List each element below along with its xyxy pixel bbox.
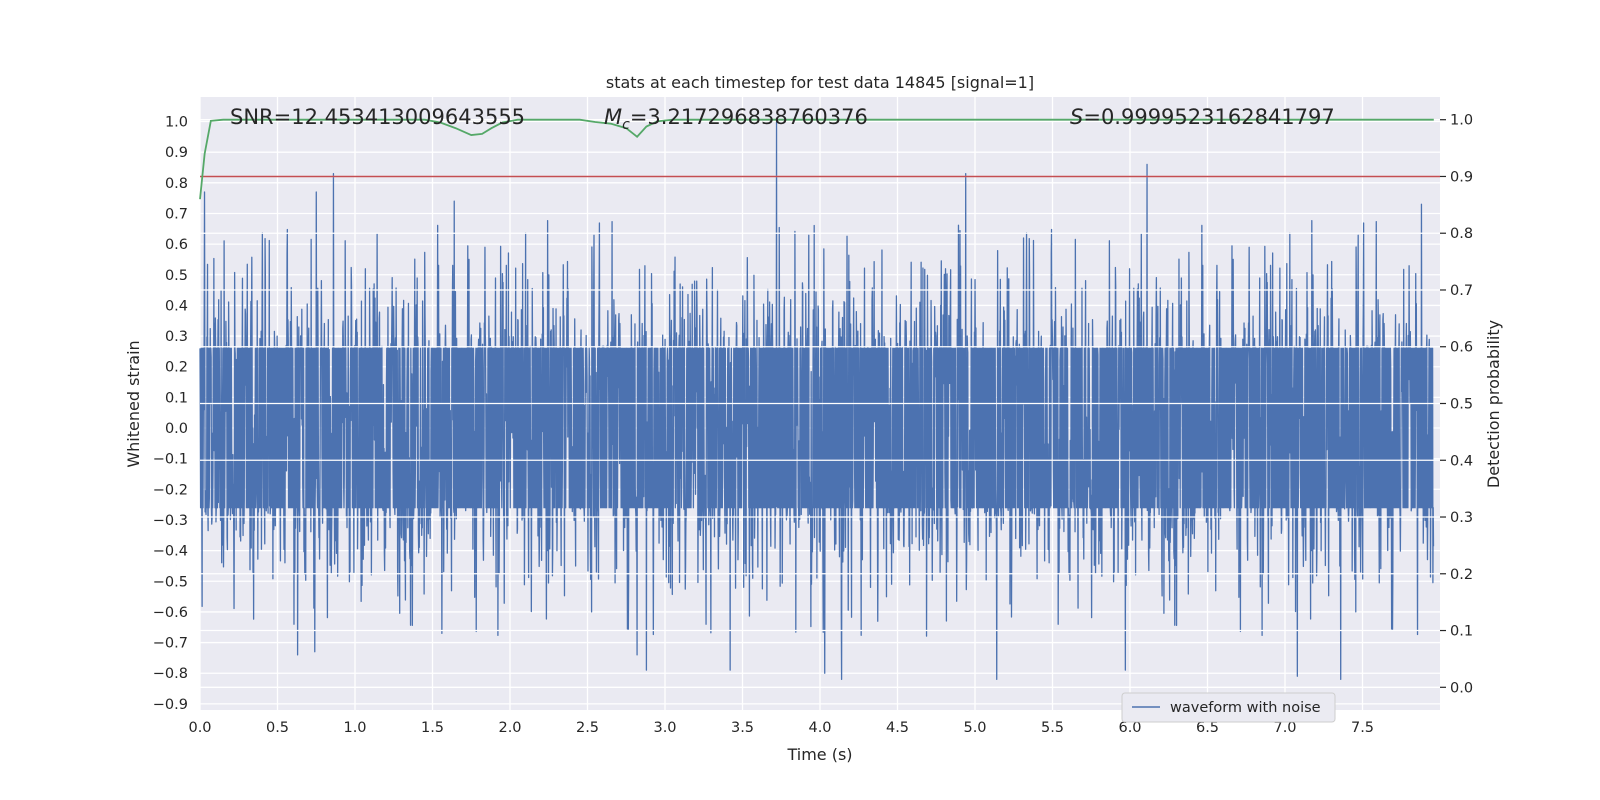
right-y-tick-label: 0.3: [1450, 510, 1473, 526]
right-y-tick-label: 0.9: [1450, 169, 1473, 185]
x-tick-label: 7.0: [1273, 720, 1296, 736]
x-tick-label: 1.5: [421, 720, 444, 736]
y-tick-label: −0.1: [153, 452, 188, 468]
statistic-symbol: S: [1070, 105, 1083, 129]
right-y-tick-label: 1.0: [1450, 113, 1473, 129]
y-tick-label: 0.9: [165, 145, 188, 161]
legend: waveform with noise: [1121, 692, 1336, 723]
y-tick-label: −0.4: [153, 544, 188, 560]
x-tick-label: 4.5: [886, 720, 909, 736]
x-tick-label: 3.5: [731, 720, 754, 736]
right-y-tick-label: 0.4: [1450, 453, 1473, 469]
detection-probability-line: [199, 118, 1434, 200]
y-tick-label: 0.4: [165, 298, 188, 314]
y-tick-label: −0.8: [153, 666, 188, 682]
x-tick-label: 0.5: [266, 720, 289, 736]
x-tick-label: 5.5: [1041, 720, 1064, 736]
y-tick-label: 0.7: [165, 206, 188, 222]
chirp-mass-subscript: c: [622, 117, 630, 133]
y-tick-label: −0.9: [153, 697, 188, 713]
detection-probability-series: [199, 118, 1434, 200]
chart-title: stats at each timestep for test data 148…: [606, 73, 1034, 92]
statistic-value: =0.9999523162841797: [1083, 105, 1334, 129]
y-tick-label: −0.2: [153, 482, 188, 498]
x-tick-label: 2.0: [498, 720, 521, 736]
chirp-mass-value: =3.217296838760376: [630, 105, 868, 129]
x-tick-label: 5.0: [963, 720, 986, 736]
x-tick-label: 3.0: [653, 720, 676, 736]
x-tick-label: 0.0: [188, 720, 211, 736]
y-tick-label: −0.7: [153, 636, 188, 652]
right-y-axis-label: Detection probability: [1484, 320, 1503, 488]
right-y-tick-label: 0.7: [1450, 283, 1473, 299]
x-tick-label: 7.5: [1351, 720, 1374, 736]
detection-statistic-annotation: S=0.9999523162841797: [1070, 105, 1335, 129]
legend-box: [1121, 692, 1336, 723]
snr-annotation: SNR=12.453413009643555: [230, 105, 525, 129]
x-axis-ticks: 0.0 0.5 1.0 1.5 2.0 2.5 3.0 3.5 4.0 4.5 5.0 5.5 6.0 6…: [188, 720, 1374, 736]
y-tick-label: 0.8: [165, 176, 188, 192]
y-axis-label: Whitened strain: [124, 340, 143, 467]
x-tick-label: 6.5: [1196, 720, 1219, 736]
right-y-tick-label: 0.5: [1450, 397, 1473, 413]
legend-label-waveform: waveform with noise: [1170, 700, 1321, 716]
right-y-tick-label: 0.0: [1450, 680, 1473, 696]
x-tick-label: 2.5: [576, 720, 599, 736]
waveform-with-noise-series: [199, 120, 1435, 680]
right-y-axis-ticks: 1.0 0.9 0.8 0.7 0.6 0.5 0.4 0.3 0.2 0.1 0.0: [1440, 113, 1473, 696]
y-tick-label: 1.0: [165, 115, 188, 131]
y-tick-label: 0.0: [165, 421, 188, 437]
right-y-tick-label: 0.1: [1450, 624, 1473, 640]
x-tick-label: 4.0: [808, 720, 831, 736]
waveform-with-noise-line: [199, 120, 1435, 680]
y-tick-label: 0.6: [165, 237, 188, 253]
x-tick-label: 1.0: [343, 720, 366, 736]
chirp-mass-annotation: Mc=3.217296838760376: [604, 105, 868, 133]
y-tick-label: 0.5: [165, 268, 188, 284]
y-tick-label: −0.6: [153, 605, 188, 621]
y-axis-ticks: 1.0 0.9 0.8 0.7 0.6 0.5 0.4 0.3 0.2 0.1 0.0 −0.1 −0.…: [153, 115, 188, 713]
y-tick-label: 0.3: [165, 329, 188, 345]
y-tick-label: 0.2: [165, 360, 188, 376]
right-y-tick-label: 0.6: [1450, 340, 1473, 356]
x-axis-label: Time (s): [786, 745, 852, 764]
chirp-mass-symbol: M: [604, 105, 622, 129]
y-tick-label: −0.5: [153, 574, 188, 590]
x-tick-label: 6.0: [1118, 720, 1141, 736]
right-y-tick-label: 0.2: [1450, 567, 1473, 583]
y-tick-label: −0.3: [153, 513, 188, 529]
y-tick-label: 0.1: [165, 390, 188, 406]
right-y-tick-label: 0.8: [1450, 226, 1473, 242]
